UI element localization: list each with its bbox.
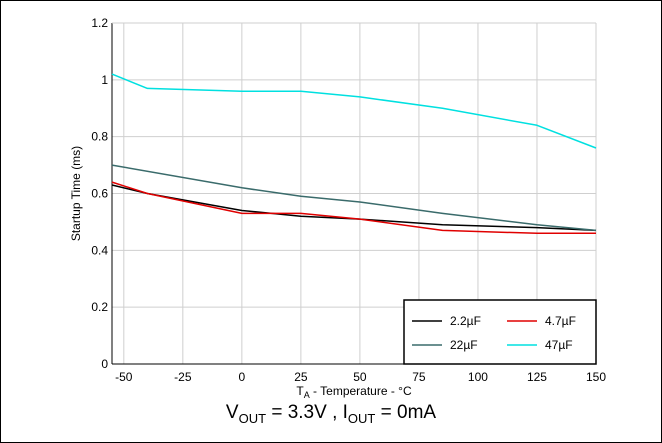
x-tick-label: -50 [115, 370, 133, 384]
x-tick-label: 125 [527, 370, 547, 384]
startup-time-chart: -50 -25 0 25 50 75 100 125 150 0 0.2 0.4 0.6 0.8 1 1.2 T… [69, 16, 606, 400]
legend-label: 22µF [450, 338, 478, 352]
y-tick-label: 0.2 [91, 300, 108, 314]
iout-label: I [342, 402, 348, 423]
vout-subscript: OUT [238, 410, 267, 426]
x-tick-label: 100 [468, 370, 488, 384]
x-tick-label: -25 [174, 370, 192, 384]
vout-label: V [225, 402, 239, 423]
y-tick-label: 1.2 [91, 16, 108, 30]
legend-label: 2.2µF [450, 314, 481, 328]
vout-value: = 3.3V , [266, 402, 343, 423]
series-line-3 [111, 164, 597, 232]
y-tick-label: 0.6 [91, 187, 108, 201]
x-tick-label: 50 [353, 370, 367, 384]
x-tick-label: 75 [412, 370, 426, 384]
x-tick-label: 0 [239, 370, 246, 384]
test-conditions-caption: VOUT = 3.3V , IOUT = 0mA [0, 402, 662, 426]
y-tick-label: 0.4 [91, 243, 108, 257]
legend-label: 4.7µF [545, 314, 576, 328]
x-axis-label: TA - Temperature - °C [296, 384, 412, 400]
x-tick-label: 25 [294, 370, 308, 384]
iout-subscript: OUT [347, 410, 376, 426]
y-tick-label: 1 [101, 73, 108, 87]
y-tick-label: 0 [101, 357, 108, 371]
series-line-2 [111, 181, 596, 235]
legend-label: 47µF [545, 338, 573, 352]
series-line-4 [111, 73, 597, 149]
legend-box [403, 299, 597, 365]
iout-value: = 0mA [375, 402, 437, 423]
y-tick-label: 0.8 [91, 130, 108, 144]
x-tick-label: 150 [586, 370, 606, 384]
y-axis-label: Startup Time (ms) [69, 146, 83, 241]
